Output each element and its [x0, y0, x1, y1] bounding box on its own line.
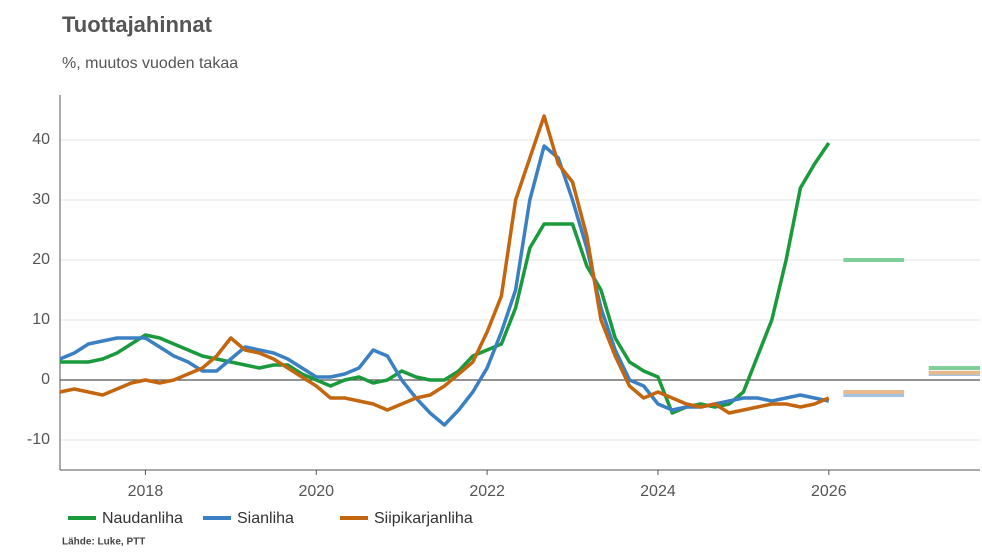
x-tick-label: 2020 [298, 483, 334, 500]
chart-title: Tuottajahinnat [62, 12, 213, 37]
series-line [59, 144, 830, 427]
y-tick-label: 40 [32, 131, 50, 148]
source: Lähde: Luke, PTT [62, 537, 145, 548]
x-tick-label: 2018 [128, 483, 164, 500]
y-tick-label: 10 [32, 311, 50, 328]
chart-subtitle: %, muutos vuoden takaa [62, 55, 238, 72]
legend-label: Naudanliha [102, 510, 183, 527]
y-tick-label: 30 [32, 191, 50, 208]
x-tick-label: 2022 [469, 483, 505, 500]
series-line [59, 114, 830, 415]
y-tick-label: 20 [32, 251, 50, 268]
y-tick-label: -10 [27, 431, 50, 448]
series-line [60, 142, 831, 415]
x-tick-label: 2026 [811, 483, 847, 500]
x-tick-label: 2024 [640, 483, 676, 500]
legend-label: Siipikarjanliha [374, 510, 473, 527]
legend-label: Sianliha [237, 510, 294, 527]
y-tick-label: 0 [41, 371, 50, 388]
